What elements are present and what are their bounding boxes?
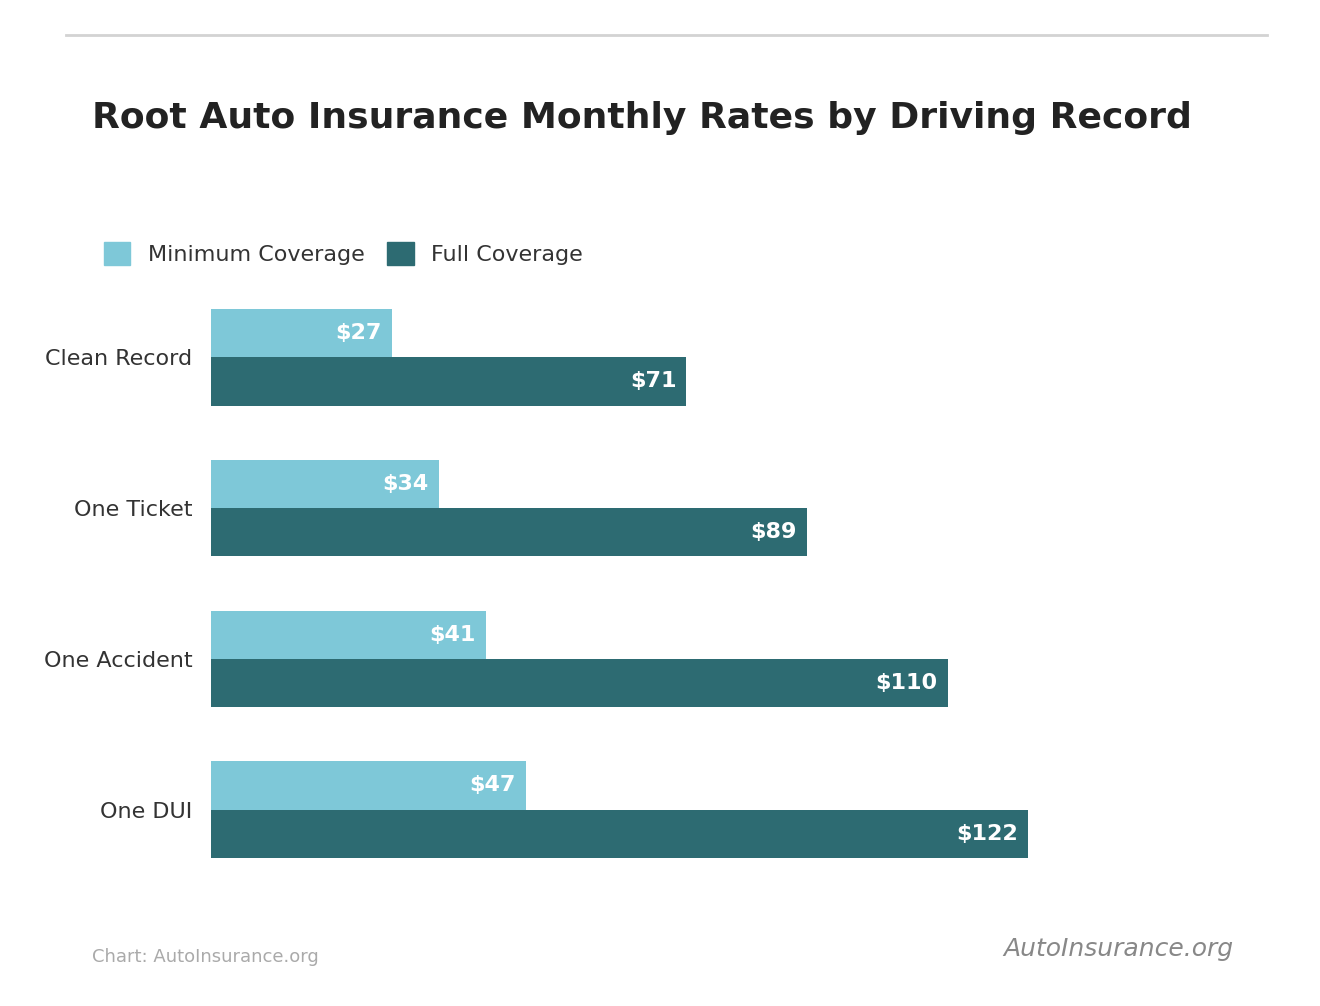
Bar <box>211 508 807 556</box>
Text: $34: $34 <box>383 474 429 494</box>
Text: Chart: AutoInsurance.org: Chart: AutoInsurance.org <box>92 948 319 966</box>
Bar <box>211 810 1028 858</box>
Text: $122: $122 <box>956 824 1018 844</box>
Text: $47: $47 <box>470 776 516 796</box>
Bar <box>211 460 438 508</box>
Text: $110: $110 <box>875 673 937 693</box>
Text: AutoInsurance.org: AutoInsurance.org <box>1003 937 1233 961</box>
Text: $89: $89 <box>751 522 797 542</box>
Legend: Minimum Coverage, Full Coverage: Minimum Coverage, Full Coverage <box>103 242 583 266</box>
Bar <box>211 659 948 707</box>
Text: $41: $41 <box>429 625 475 645</box>
Text: Root Auto Insurance Monthly Rates by Driving Record: Root Auto Insurance Monthly Rates by Dri… <box>92 101 1192 135</box>
Bar <box>211 762 525 810</box>
Bar <box>211 309 392 357</box>
Text: $27: $27 <box>335 323 381 343</box>
Bar <box>211 611 486 659</box>
Text: $71: $71 <box>630 371 676 391</box>
Bar <box>211 357 686 405</box>
